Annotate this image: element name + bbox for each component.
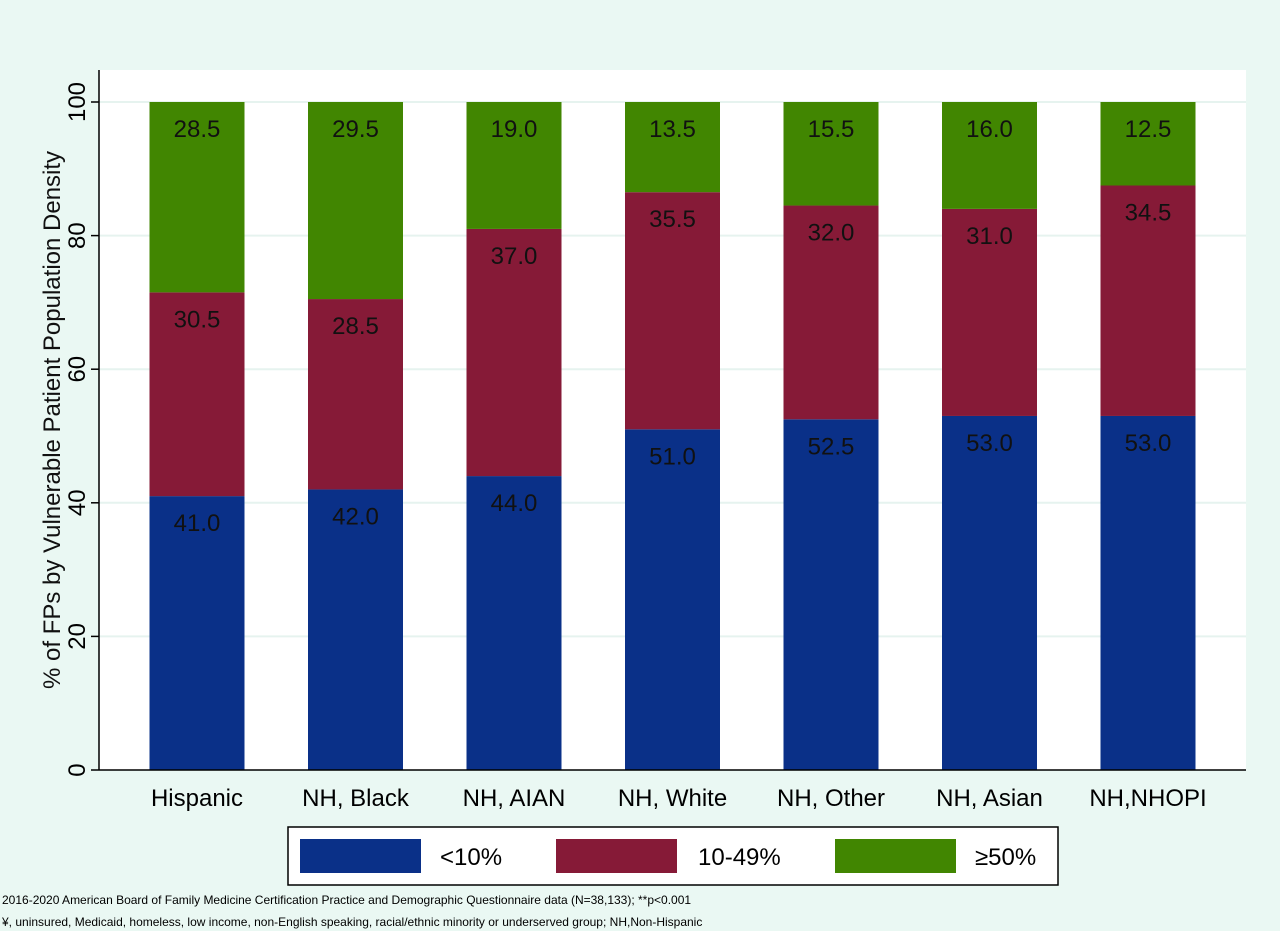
data-label: 42.0 — [332, 503, 379, 530]
data-label: 37.0 — [491, 243, 538, 270]
bar-segment — [942, 415, 1037, 770]
legend-label: <10% — [440, 844, 502, 871]
data-label: 12.5 — [1125, 116, 1172, 143]
data-label: 29.5 — [332, 116, 379, 143]
data-label: 28.5 — [332, 313, 379, 340]
bar-segment — [149, 292, 245, 497]
x-tick-label: NH, Other — [777, 785, 885, 812]
bar-segment — [625, 192, 720, 430]
bar-segment — [308, 489, 403, 770]
x-tick-label: Hispanic — [151, 785, 243, 812]
bar-segment — [308, 102, 403, 300]
y-tick-label: 100 — [64, 82, 91, 122]
footnote-source: 2016-2020 American Board of Family Medic… — [2, 893, 692, 907]
data-label: 51.0 — [649, 443, 696, 470]
x-tick-label: NH, Black — [302, 785, 410, 812]
data-label: 35.5 — [649, 206, 696, 233]
data-label: 30.5 — [174, 306, 221, 333]
y-axis-title: % of FPs by Vulnerable Patient Populatio… — [39, 151, 66, 689]
x-tick-label: NH, White — [618, 785, 727, 812]
bar-segment — [625, 102, 720, 193]
x-tick-label: NH,NHOPI — [1089, 785, 1206, 812]
y-tick-label: 80 — [64, 222, 91, 249]
data-label: 31.0 — [966, 223, 1013, 250]
data-label: 32.0 — [808, 220, 855, 247]
data-label: 13.5 — [649, 116, 696, 143]
data-label: 34.5 — [1125, 200, 1172, 227]
y-tick-label: 60 — [64, 356, 91, 383]
x-tick-label: NH, AIAN — [463, 785, 566, 812]
bar-segment — [466, 476, 562, 770]
data-label: 44.0 — [491, 490, 538, 517]
data-label: 28.5 — [174, 116, 221, 143]
y-tick-label: 0 — [64, 763, 91, 776]
x-tick-label: NH, Asian — [936, 785, 1043, 812]
bar-segment — [942, 208, 1037, 416]
bar-segment — [308, 299, 403, 490]
legend-label: 10-49% — [698, 844, 781, 871]
data-label: 41.0 — [174, 510, 221, 537]
bar-segment — [1100, 102, 1196, 186]
y-tick-label: 40 — [64, 489, 91, 516]
bar-segment — [783, 419, 879, 770]
data-label: 53.0 — [966, 430, 1013, 457]
y-tick-label: 20 — [64, 623, 91, 650]
data-label: 19.0 — [491, 116, 538, 143]
legend-swatch — [300, 839, 421, 873]
data-label: 15.5 — [808, 116, 855, 143]
bar-segment — [783, 205, 879, 420]
bar-segment — [1100, 415, 1196, 770]
legend-label: ≥50% — [975, 844, 1036, 871]
data-label: 53.0 — [1125, 430, 1172, 457]
footnote-definitions: ¥, uninsured, Medicaid, homeless, low in… — [2, 915, 703, 929]
bar-segment — [783, 102, 879, 206]
bar-segment — [149, 496, 245, 770]
legend-swatch — [556, 839, 677, 873]
bar-segment — [466, 228, 562, 477]
data-label: 16.0 — [966, 116, 1013, 143]
bar-segment — [942, 102, 1037, 209]
legend-swatch — [835, 839, 956, 873]
bar-segment — [1100, 185, 1196, 416]
bar-segment — [149, 102, 245, 293]
bar-segment — [466, 102, 562, 229]
bar-segment — [625, 429, 720, 770]
data-label: 52.5 — [808, 433, 855, 460]
